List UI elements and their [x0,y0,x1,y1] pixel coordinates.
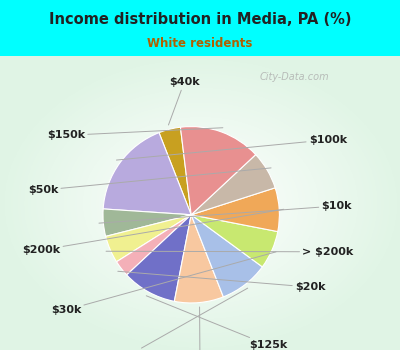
Text: $20k: $20k [118,271,326,292]
Wedge shape [103,209,191,236]
Text: > $200k: > $200k [106,247,354,257]
Text: White residents: White residents [147,37,253,50]
Text: $40k: $40k [168,77,200,125]
Text: $125k: $125k [146,296,288,350]
Wedge shape [103,133,191,215]
Text: $60k: $60k [185,307,215,350]
Wedge shape [116,215,191,275]
Text: $50k: $50k [28,168,271,195]
Wedge shape [191,188,279,232]
Wedge shape [174,215,223,303]
Text: $150k: $150k [47,128,223,140]
Wedge shape [127,215,191,301]
Wedge shape [191,155,275,215]
Text: City-Data.com: City-Data.com [259,72,329,82]
Text: $200k: $200k [22,209,284,255]
Text: Income distribution in Media, PA (%): Income distribution in Media, PA (%) [49,12,351,27]
Wedge shape [106,215,191,262]
Wedge shape [180,127,256,215]
Text: $10k: $10k [99,201,352,223]
Wedge shape [191,215,262,297]
Text: $30k: $30k [51,252,276,315]
Text: $75k: $75k [112,288,248,350]
Wedge shape [159,127,191,215]
Text: $100k: $100k [116,135,347,160]
Wedge shape [191,215,278,267]
